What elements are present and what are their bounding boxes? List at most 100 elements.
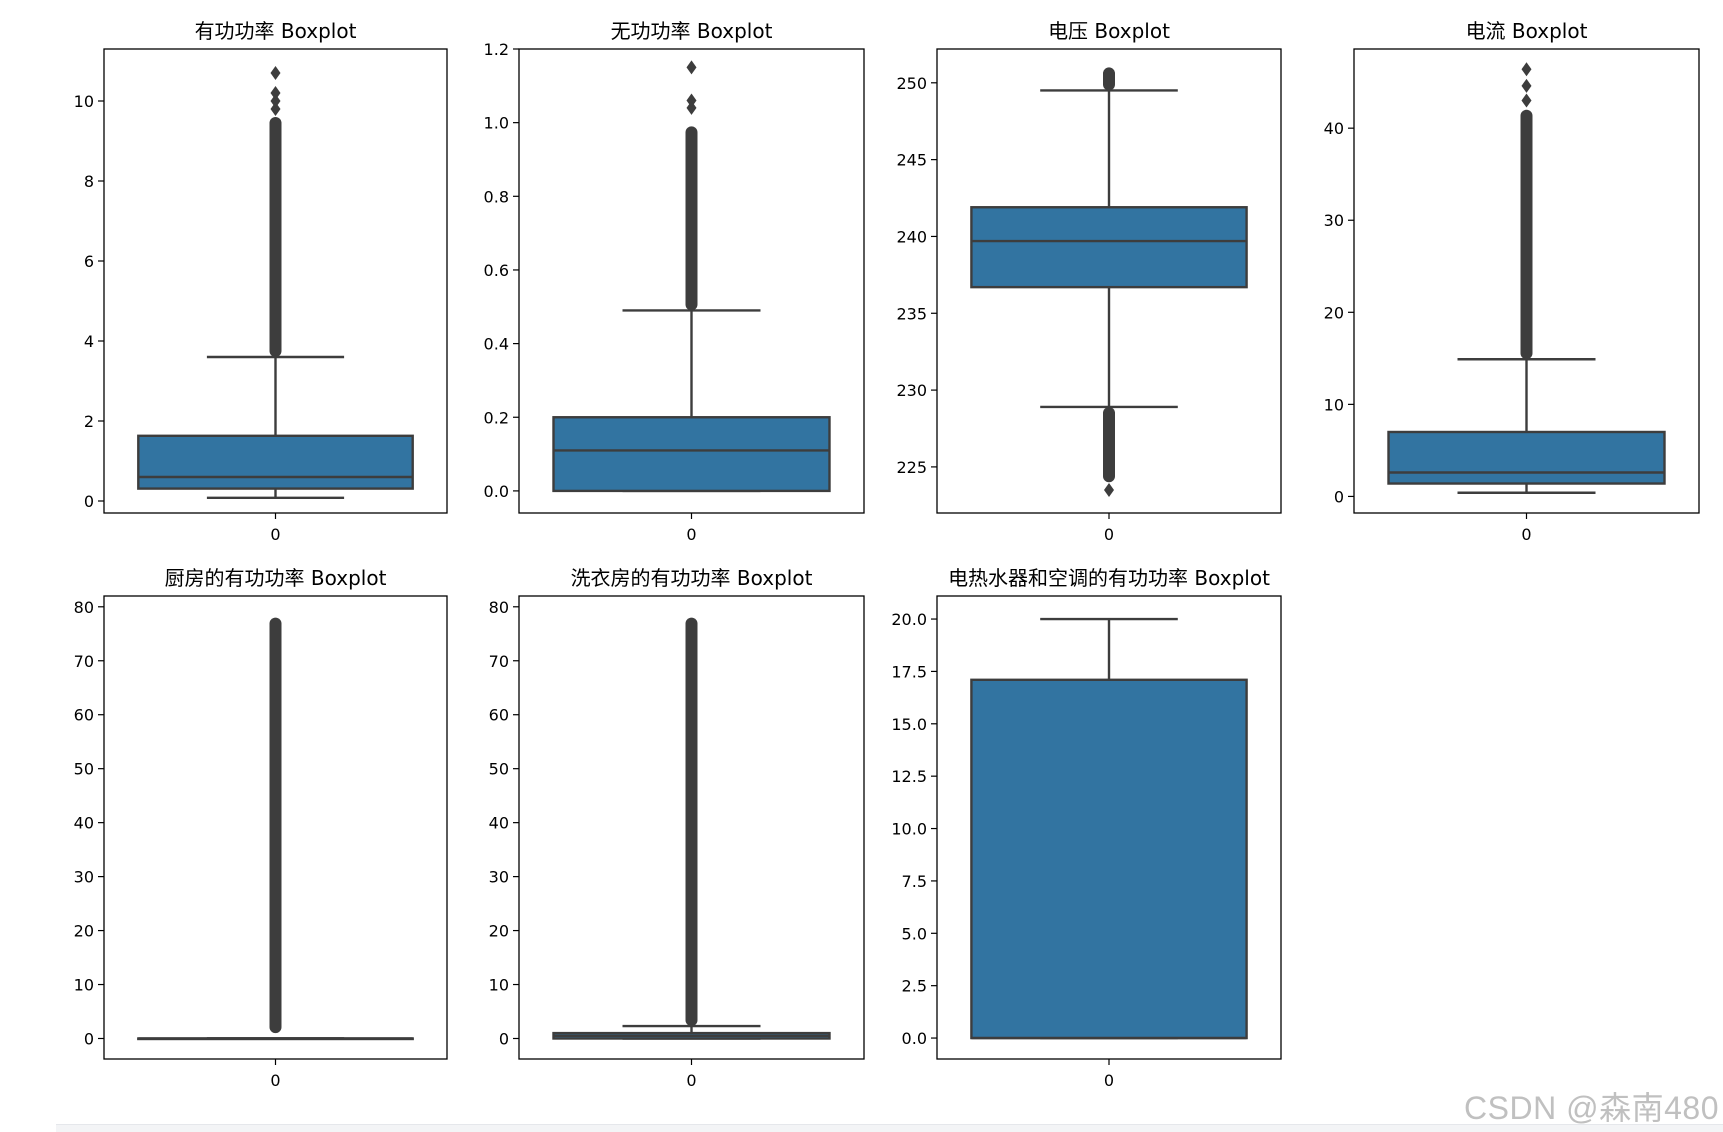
outlier-cluster <box>1103 406 1115 483</box>
y-tick-label: 225 <box>896 458 927 477</box>
y-tick-label: 20.0 <box>891 610 927 629</box>
y-tick-label: 40 <box>489 814 509 833</box>
boxplot-panel: 有功功率 Boxplot 0 2 4 6 8 10 0 <box>74 19 448 544</box>
y-tick-label: 0 <box>84 1029 94 1048</box>
y-tick-label: 0.0 <box>484 482 509 501</box>
y-tick-label: 240 <box>896 227 927 246</box>
y-tick-label: 50 <box>489 760 509 779</box>
y-tick-label: 30 <box>489 868 509 887</box>
y-tick-label: 60 <box>489 706 509 725</box>
axes-frame <box>518 595 865 1060</box>
y-tick-label: 0.0 <box>902 1029 927 1048</box>
iqr-box <box>137 434 414 490</box>
y-tick-label: 1.0 <box>484 114 509 133</box>
chart-title: 洗衣房的有功功率 Boxplot <box>571 566 813 590</box>
boxplot-panel: 厨房的有功功率 Boxplot 0 10 20 30 40 50 60 70 80 0 <box>74 566 448 1090</box>
y-tick-label: 0.4 <box>484 335 509 354</box>
watermark: CSDN @森南480 <box>1464 1090 1719 1126</box>
axes-frame <box>1353 48 1700 514</box>
y-tick-label: 70 <box>74 652 94 671</box>
y-tick-label: 5.0 <box>902 924 927 943</box>
y-tick-label: 4 <box>84 332 94 351</box>
outlier-point <box>1521 62 1532 77</box>
y-tick-label: 245 <box>896 151 927 170</box>
y-tick-label: 0 <box>499 1029 509 1048</box>
y-tick-label: 20 <box>74 922 94 941</box>
boxplot-panel: 电热水器和空调的有功功率 Boxplot 0.0 2.5 5.0 7.5 10.0 12.5… <box>891 566 1282 1090</box>
y-tick-label: 1.2 <box>484 40 509 59</box>
y-tick-label: 6 <box>84 252 94 271</box>
y-tick-label: 30 <box>1324 211 1344 230</box>
boxplot-panel: 洗衣房的有功功率 Boxplot 0 10 20 30 40 50 60 70 80 0 <box>489 566 865 1090</box>
outlier-point <box>1104 482 1114 497</box>
y-tick-label: 7.5 <box>902 872 927 891</box>
y-tick-label: 12.5 <box>891 767 927 786</box>
y-tick-label: 0.8 <box>484 187 509 206</box>
outlier-cluster <box>1520 109 1533 360</box>
outlier-point <box>686 60 697 75</box>
y-tick-label: 80 <box>74 598 94 617</box>
axes-frame <box>936 595 1282 1060</box>
outlier-cluster <box>269 617 282 1034</box>
y-tick-label: 235 <box>896 304 927 323</box>
notebook-cell-strip <box>56 1124 1723 1132</box>
chart-title: 厨房的有功功率 Boxplot <box>165 566 387 590</box>
y-tick-label: 80 <box>489 598 509 617</box>
y-tick-label: 0.6 <box>484 261 509 280</box>
outlier-point <box>270 86 281 100</box>
x-tick-label: 0 <box>686 525 696 544</box>
y-tick-label: 15.0 <box>891 715 927 734</box>
y-tick-label: 0 <box>1334 487 1344 506</box>
y-tick-label: 20 <box>489 922 509 941</box>
y-tick-label: 0.2 <box>484 408 509 427</box>
axes-frame <box>936 48 1282 514</box>
y-tick-label: 10 <box>74 92 94 111</box>
y-tick-label: 10 <box>74 976 94 995</box>
y-tick-label: 2.5 <box>902 977 927 996</box>
chart-title: 电热水器和空调的有功功率 Boxplot <box>948 566 1270 590</box>
iqr-box <box>1387 430 1666 485</box>
axes-frame <box>518 48 865 514</box>
x-tick-label: 0 <box>686 1071 696 1090</box>
outlier-cluster <box>1103 67 1115 91</box>
outlier-point <box>1521 78 1532 93</box>
chart-title: 有功功率 Boxplot <box>195 19 357 43</box>
outlier-cluster <box>685 617 698 1027</box>
x-tick-label: 0 <box>1104 525 1114 544</box>
y-tick-label: 2 <box>84 412 94 431</box>
y-tick-label: 40 <box>1324 119 1344 138</box>
y-tick-label: 230 <box>896 381 927 400</box>
outlier-cluster <box>269 117 282 357</box>
axes-frame <box>103 595 448 1060</box>
iqr-box <box>552 416 831 493</box>
iqr-box <box>970 206 1248 289</box>
y-tick-label: 30 <box>74 868 94 887</box>
y-tick-label: 8 <box>84 172 94 191</box>
y-tick-label: 10 <box>489 976 509 995</box>
chart-title: 电压 Boxplot <box>1048 19 1170 43</box>
y-tick-label: 10.0 <box>891 820 927 839</box>
boxplot-panel: 电流 Boxplot 0 10 20 30 40 0 <box>1324 19 1700 544</box>
outlier-point <box>686 100 697 115</box>
outlier-point <box>686 93 697 108</box>
outlier-cluster <box>685 126 698 311</box>
chart-title: 电流 Boxplot <box>1466 19 1588 43</box>
boxplot-panel: 电压 Boxplot 225 230 235 240 245 250 0 <box>896 19 1282 544</box>
x-tick-label: 0 <box>1521 525 1531 544</box>
y-tick-label: 60 <box>74 706 94 725</box>
outlier-point <box>270 102 281 116</box>
y-tick-label: 250 <box>896 74 927 93</box>
outlier-point <box>1521 93 1532 108</box>
x-tick-label: 0 <box>270 1071 280 1090</box>
axes-frame <box>103 48 448 514</box>
chart-title: 无功功率 Boxplot <box>611 19 773 43</box>
y-tick-label: 40 <box>74 814 94 833</box>
outlier-point <box>270 66 281 80</box>
outlier-point <box>270 94 281 108</box>
y-tick-label: 10 <box>1324 395 1344 414</box>
iqr-box <box>970 678 1248 1040</box>
y-tick-label: 70 <box>489 652 509 671</box>
y-tick-label: 20 <box>1324 303 1344 322</box>
x-tick-label: 0 <box>1104 1071 1114 1090</box>
